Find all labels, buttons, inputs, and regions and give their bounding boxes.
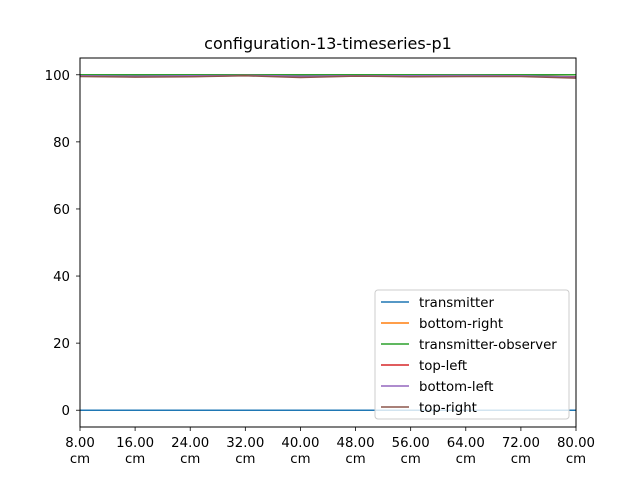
y-tick-label: 20 [53,337,70,352]
legend-label-bottom-right: bottom-right [419,317,503,332]
y-axis: 0 20 40 60 80 100 [45,69,80,419]
x-tick-label: 48.00 cm [337,436,375,467]
x-tick-label: 24.00 cm [171,436,209,467]
y-tick-label: 40 [53,270,70,285]
series-line-top-right [79,75,577,79]
x-axis: 8.00 cm 16.00 cm 24.00 cm 32.00 cm 40.00 cm 48.00 c… [65,427,595,467]
legend-box [374,289,570,420]
legend: transmitter bottom-right transmitter-obser… [374,289,570,420]
series-lines [79,74,577,411]
x-tick-label: 8.00 cm [65,436,95,467]
x-tick-label: 16.00 cm [116,436,154,467]
x-tick-label: 64.00 cm [447,436,485,467]
y-tick-label: 100 [45,69,70,84]
x-tick-label: 72.00 cm [502,436,540,467]
x-tick-label: 32.00 cm [226,436,264,467]
legend-label-top-left: top-left [419,359,467,374]
y-tick-label: 0 [62,404,70,419]
legend-label-top-right: top-right [419,401,477,416]
series-line-bottom-left [79,74,577,78]
x-tick-label: 40.00 cm [281,436,319,467]
chart-title: configuration-13-timeseries-p1 [204,34,452,53]
legend-label-bottom-left: bottom-left [419,380,493,395]
legend-label-transmitter: transmitter [419,296,494,311]
x-tick-label: 56.00 cm [392,436,430,467]
y-tick-label: 60 [53,203,70,218]
x-tick-label: 80.00 cm [557,436,595,467]
legend-label-transmitter-observer: transmitter-observer [419,338,557,353]
y-tick-label: 80 [53,136,70,151]
plot-frame [79,57,577,428]
